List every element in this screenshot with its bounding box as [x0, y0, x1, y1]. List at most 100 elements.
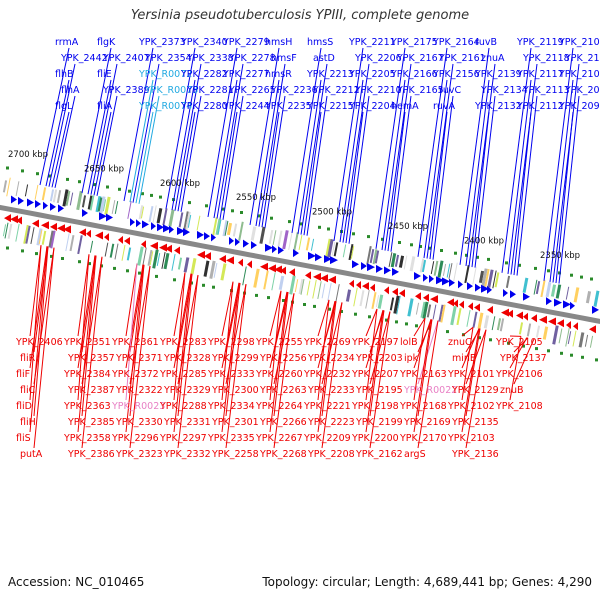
- forward-gene-label: YPK_2213: [306, 69, 354, 80]
- forward-label-line: [543, 47, 574, 281]
- reverse-label-line: [221, 281, 234, 401]
- forward-gene-label: ruvA: [433, 101, 456, 112]
- reverse-label-lines: [29, 245, 535, 449]
- forward-gene-label: YPK_2167: [396, 53, 444, 64]
- forward-gene-label: YPK_2282: [180, 69, 228, 80]
- forward-label-line: [333, 47, 364, 241]
- reverse-gene-label: YPK_2387: [67, 385, 115, 396]
- reverse-gene-label: fliS: [16, 433, 31, 444]
- reverse-label-line: [177, 274, 199, 449]
- reverse-gene-label: YPK_2266: [259, 417, 307, 428]
- reverse-gene-label: YPK_2283: [159, 337, 207, 348]
- reverse-label-line: [221, 281, 234, 337]
- reverse-label-line: [321, 301, 337, 417]
- forward-label-line: [45, 79, 70, 187]
- reverse-label-line: [29, 245, 42, 401]
- reverse-label-line: [81, 255, 97, 417]
- reverse-label-line: [465, 329, 487, 449]
- reverse-label-line: [317, 299, 330, 401]
- reverse-label-line: [321, 302, 343, 449]
- reverse-label-line: [269, 290, 282, 337]
- reverse-label-line: [365, 310, 384, 369]
- reverse-gene-label: ipk: [404, 353, 419, 364]
- tick-label: 2500 kbp: [312, 208, 352, 218]
- reverse-gene-label: lolB: [400, 337, 418, 348]
- reverse-label-line: [365, 308, 378, 401]
- forward-label-line: [432, 95, 454, 260]
- forward-label-line: [375, 47, 406, 249]
- reverse-label-line: [369, 311, 391, 449]
- forward-gene-label: YPK_2389: [102, 85, 150, 96]
- reverse-gene-label: YPK_2267: [255, 433, 303, 444]
- reverse-label-line: [33, 247, 55, 449]
- reverse-gene-label: YPK_2198: [351, 401, 399, 412]
- forward-label-line: [264, 95, 286, 228]
- forward-label-line: [558, 95, 580, 284]
- reverse-gene-label: YPK_2169: [403, 417, 451, 428]
- reverse-gene-label: putA: [20, 449, 43, 460]
- forward-gene-label: YPK_2118: [522, 53, 570, 64]
- reverse-label-line: [317, 301, 336, 433]
- reverse-gene-label: YPK_2233: [307, 385, 355, 396]
- forward-label-line: [459, 47, 490, 265]
- reverse-label-line: [77, 255, 96, 369]
- reverse-gene-label: YPK_2103: [447, 433, 495, 444]
- reverse-label-line: [29, 246, 48, 433]
- forward-gene-labels: rrmA YPK_2442 flhB flhA flgL flgK YPK_2407 fliE…: [55, 37, 600, 112]
- reverse-gene-label: YPK_2333: [207, 369, 255, 380]
- reverse-gene-label: YPK_2199: [355, 417, 403, 428]
- forward-label-line: [291, 47, 322, 233]
- forward-label-line: [342, 63, 370, 243]
- forward-gene-label: ruvC: [439, 85, 462, 96]
- reverse-label-line: [81, 256, 103, 385]
- forward-gene-label: YPK_2113: [522, 85, 570, 96]
- reverse-gene-label: YPK_2232: [303, 369, 351, 380]
- forward-gene-label: YPK_2244: [222, 101, 270, 112]
- forward-label-line: [306, 95, 328, 236]
- reverse-gene-label: YPK_2137: [499, 353, 547, 364]
- forward-label-line: [81, 47, 112, 194]
- reverse-gene-label: YPK_2207: [351, 369, 399, 380]
- forward-gene-label: YPK_2119: [516, 37, 564, 48]
- forward-gene-label: YPK_2281: [186, 85, 234, 96]
- tick-label: 2400 kbp: [464, 237, 504, 247]
- forward-gene-label: YPK_R0072: [138, 69, 192, 80]
- reverse-label-line: [269, 291, 288, 433]
- reverse-gene-label: YPK_2258: [211, 449, 259, 460]
- reverse-label-line: [269, 290, 282, 401]
- forward-gene-label: YPK_2164: [432, 37, 480, 48]
- reverse-gene-label: YPK_2255: [255, 337, 303, 348]
- forward-label-line: [474, 95, 496, 268]
- reverse-gene-label: YPK_2108: [495, 401, 543, 412]
- reverse-label-line: [369, 310, 385, 417]
- forward-gene-label: flhA: [61, 85, 80, 96]
- reverse-gene-label: YPK_2221: [303, 401, 351, 412]
- reverse-gene-label: fliC: [20, 385, 36, 396]
- forward-gene-label: flgL: [55, 101, 73, 112]
- forward-gene-label: YPK_2104: [558, 69, 600, 80]
- forward-label-line: [417, 47, 448, 257]
- forward-gene-label: YPK_2235: [264, 101, 312, 112]
- forward-label-line: [348, 95, 370, 244]
- forward-label-line: [51, 111, 70, 188]
- reverse-gene-label: YPK_2332: [163, 449, 211, 460]
- reverse-gene-label: YPK_2386: [67, 449, 115, 460]
- reverse-label-line: [225, 282, 241, 417]
- forward-label-line: [471, 111, 490, 268]
- forward-label-line: [87, 79, 112, 195]
- reverse-gene-label: YPK_2297: [159, 433, 207, 444]
- forward-gene-label: astD: [313, 53, 335, 64]
- forward-gene-label: YPK_2212: [312, 85, 360, 96]
- forward-gene-label: YPK_2205: [348, 69, 396, 80]
- forward-gene-label: YPK_2107: [564, 53, 600, 64]
- reverse-label-line: [125, 263, 138, 401]
- reverse-label-line: [225, 284, 247, 449]
- forward-label-line: [303, 111, 322, 236]
- forward-gene-label: YPK_2280: [180, 101, 228, 112]
- forward-gene-label: YPK_2112: [516, 101, 564, 112]
- reverse-label-line: [125, 263, 138, 337]
- forward-label-lines: [39, 47, 580, 284]
- forward-label-line: [54, 95, 76, 188]
- reverse-label-line: [33, 247, 55, 385]
- reverse-label-line: [33, 246, 49, 417]
